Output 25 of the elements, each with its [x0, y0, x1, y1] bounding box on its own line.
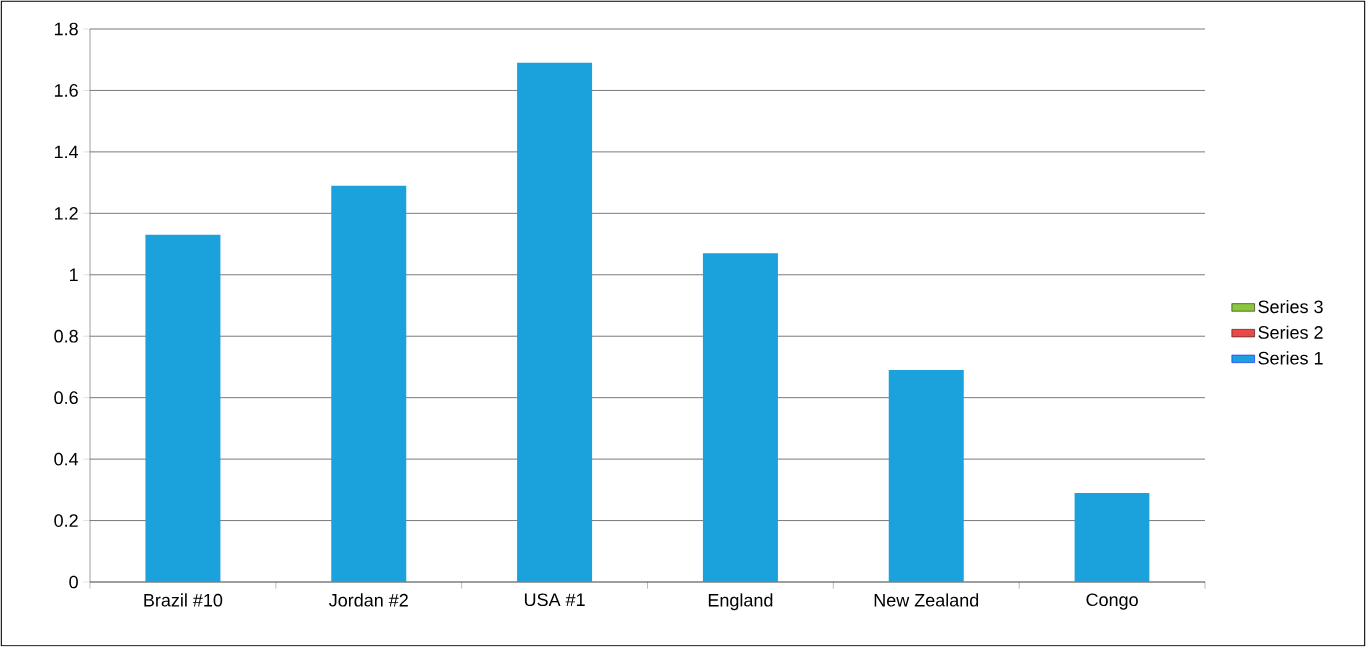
- x-tick-label: England: [708, 593, 773, 611]
- y-tick-label: 1.6: [54, 84, 78, 97]
- y-tick-label: 1.2: [54, 207, 78, 220]
- legend-label: Series 2: [1258, 325, 1323, 339]
- y-tick-label: 0.6: [54, 391, 78, 405]
- y-tick-label: 1.4: [54, 145, 79, 159]
- bar: [1074, 492, 1150, 582]
- x-tick-label: Brazil #10: [144, 593, 223, 607]
- x-tick-label: USA #1: [524, 593, 585, 607]
- x-tick-label: Jordan #2: [329, 593, 408, 607]
- y-tick-label: 0: [69, 575, 78, 589]
- bar: [702, 253, 778, 582]
- bar: [517, 62, 593, 582]
- y-tick-label: 0.2: [54, 514, 78, 527]
- x-tick-label: Congo: [1086, 593, 1138, 610]
- y-tick-label: 0.8: [54, 329, 78, 343]
- x-tick-label: New Zealand: [874, 593, 979, 607]
- bar: [145, 234, 221, 582]
- y-tick-label: 1: [70, 268, 78, 281]
- y-tick-label: 0.4: [54, 452, 79, 466]
- legend-label: Series 3: [1258, 299, 1323, 314]
- legend-label: Series 1: [1258, 351, 1323, 365]
- bar: [331, 185, 407, 582]
- bar: [888, 370, 964, 582]
- y-tick-label: 1.8: [54, 22, 78, 36]
